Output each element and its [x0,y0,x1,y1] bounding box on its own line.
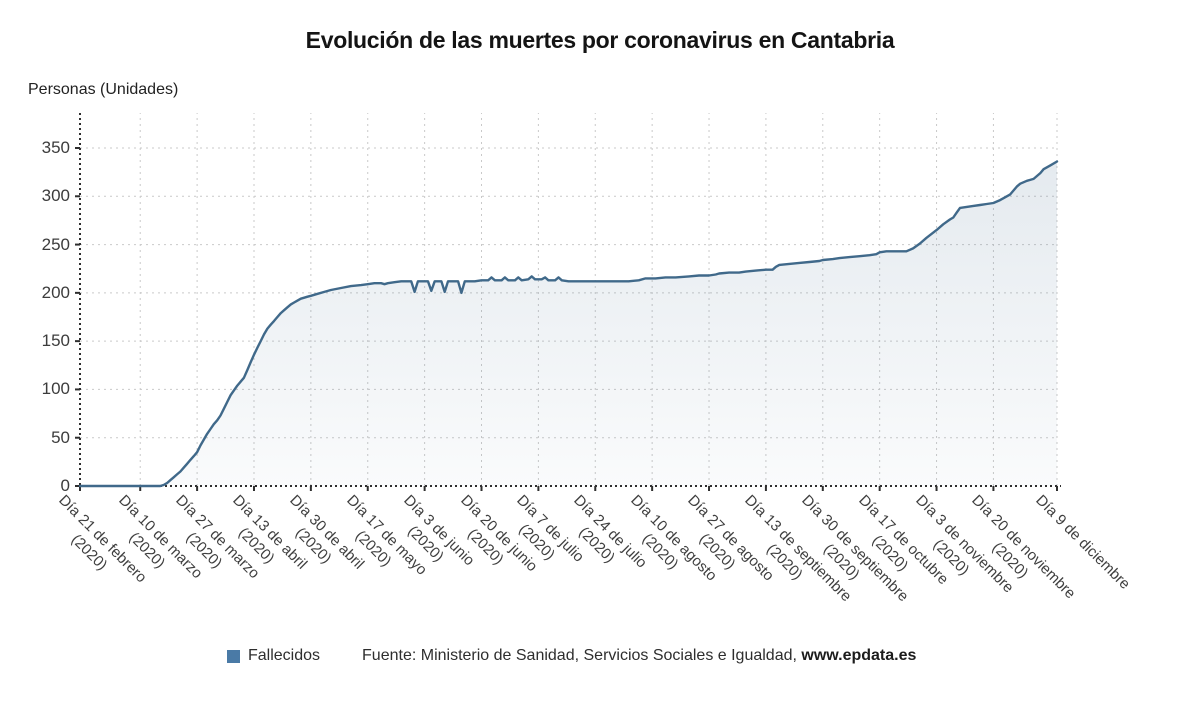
y-tick-label: 300 [41,186,70,206]
y-tick-label: 250 [41,234,70,254]
y-tick-label: 150 [41,331,70,351]
source-site: www.epdata.es [801,647,917,664]
y-tick-label: 350 [41,138,70,157]
chart-title: Evolución de las muertes por coronavirus… [305,27,895,53]
y-tick-label: 100 [41,379,70,399]
source-prefix: Fuente: Ministerio de Sanidad, Servicios… [362,647,802,664]
series-line [78,160,1059,488]
y-tick-label: 50 [51,427,70,447]
legend-swatch [227,649,240,663]
legend: Fallecidos Fuente: Ministerio de Sanidad… [227,647,916,665]
y-tick-label: 0 [60,476,70,495]
legend-label: Fallecidos [248,647,321,664]
y-axis-title: Personas (Unidades) [28,81,179,98]
x-tick-label: Día 9 de diciembre [1032,491,1134,593]
series-area [80,161,1057,486]
source-text: Fuente: Ministerio de Sanidad, Servicios… [362,647,916,665]
y-tick-label: 200 [41,282,70,302]
